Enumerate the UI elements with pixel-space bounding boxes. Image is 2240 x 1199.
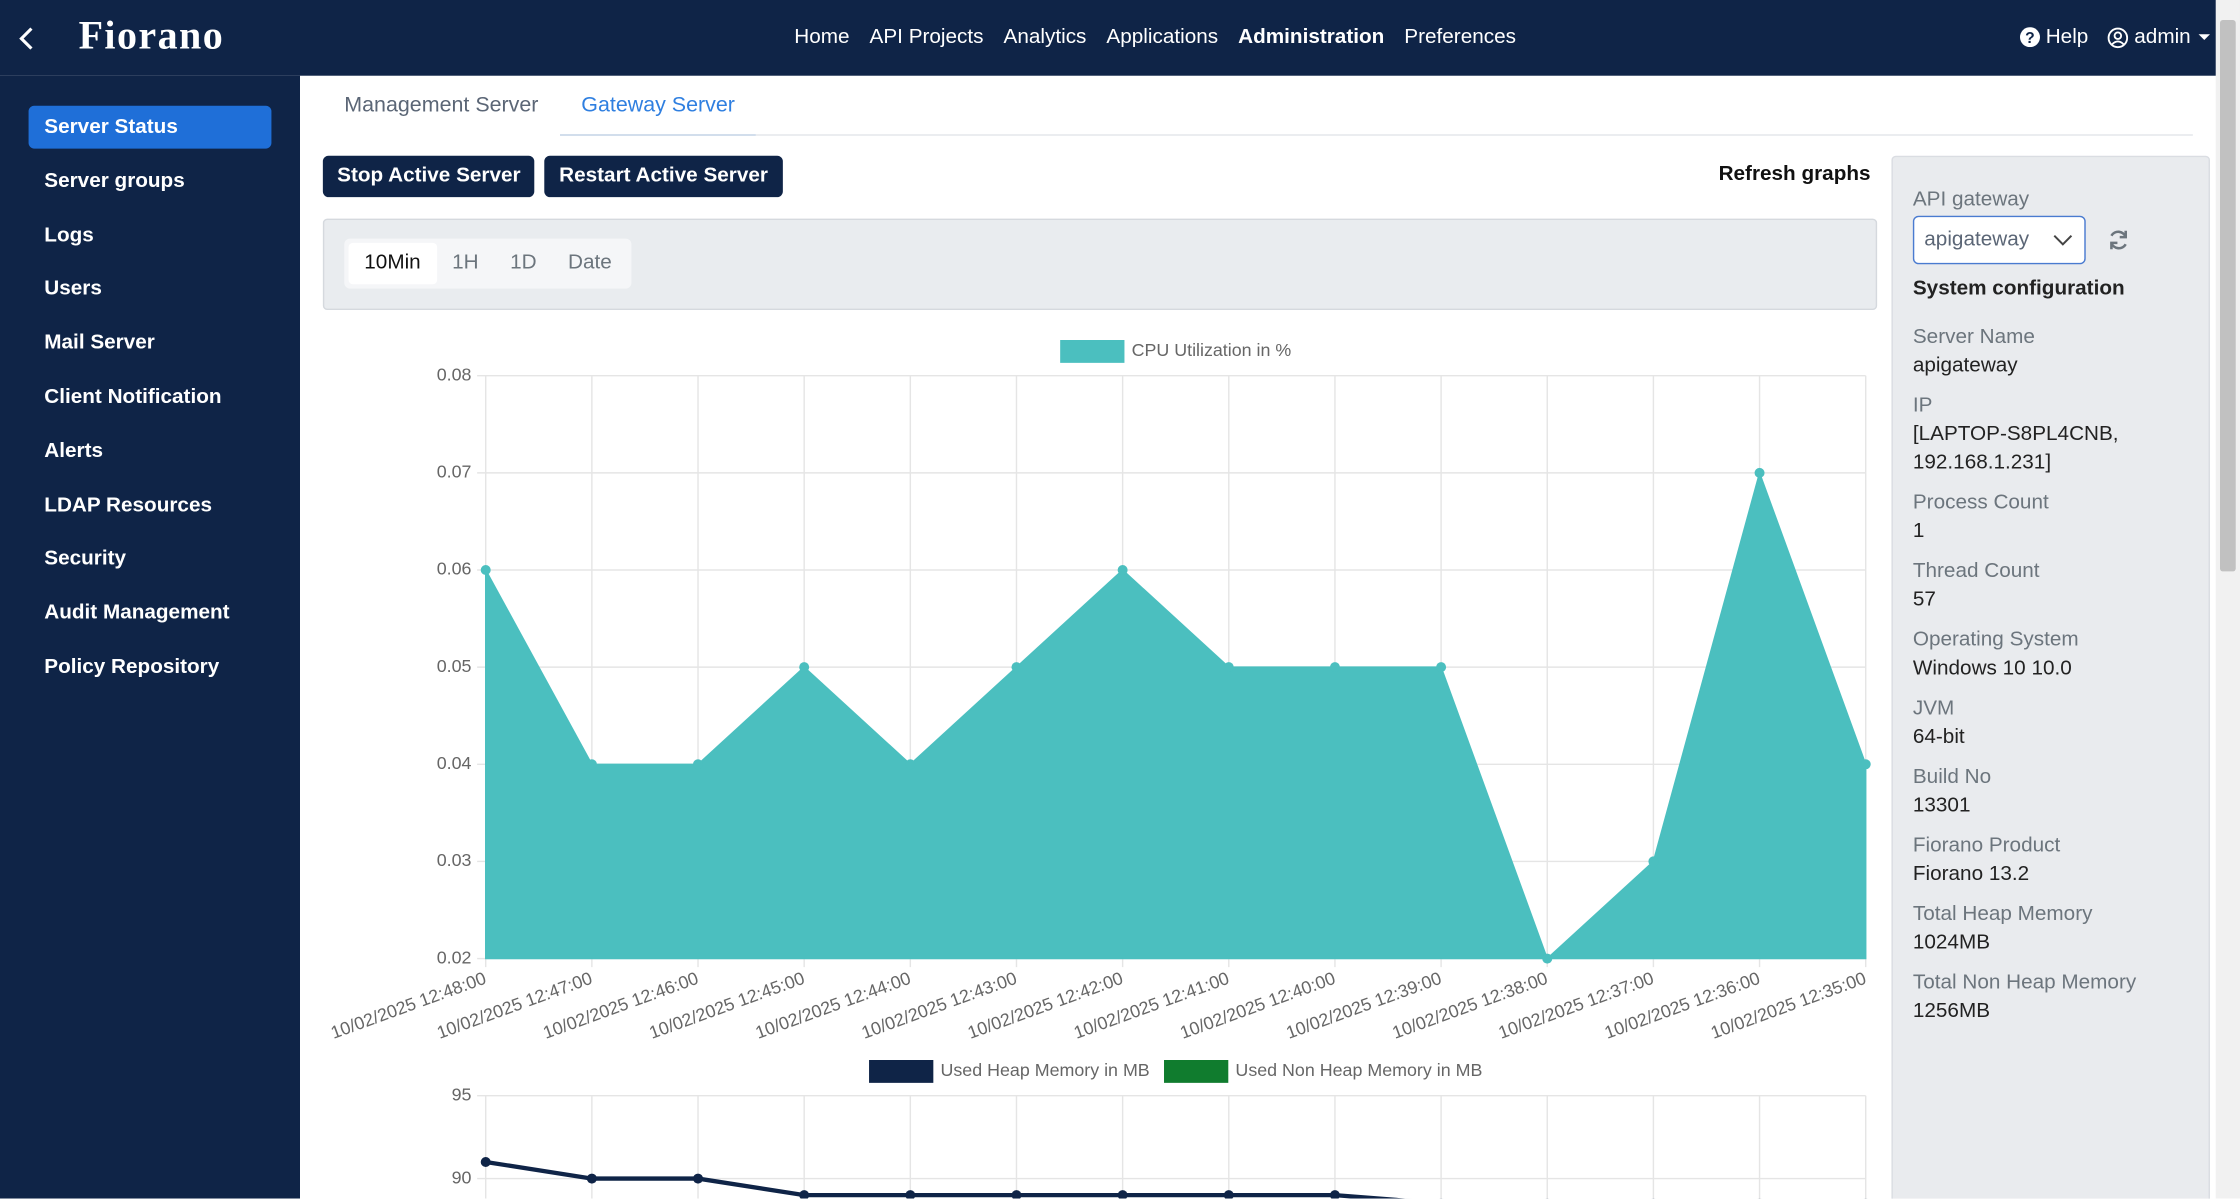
legend-item: Used Heap Memory in MB	[869, 1060, 1150, 1083]
legend-item: CPU Utilization in %	[1060, 340, 1291, 363]
legend-swatch	[869, 1060, 933, 1083]
y-tick-label: 0.04	[437, 753, 472, 773]
point	[1330, 662, 1340, 672]
legend-label: CPU Utilization in %	[1132, 340, 1292, 360]
y-tick-label: 95	[452, 1084, 472, 1104]
point	[1011, 662, 1021, 672]
point	[1861, 759, 1871, 769]
point	[1224, 662, 1234, 672]
config-value: [LAPTOP-S8PL4CNB, 192.168.1.231]	[1913, 420, 2192, 477]
legend-label: Used Non Heap Memory in MB	[1235, 1060, 1482, 1080]
config-label: Process Count	[1913, 489, 2192, 518]
config-label: Build No	[1913, 763, 2192, 792]
config-label: Fiorano Product	[1913, 831, 2192, 860]
config-value: apigateway	[1913, 351, 2192, 380]
point	[481, 1157, 491, 1167]
legend-item: Used Non Heap Memory in MB	[1164, 1060, 1482, 1083]
y-tick-label: 90	[452, 1167, 472, 1187]
point	[1436, 662, 1446, 672]
y-tick-label: 0.02	[437, 947, 472, 967]
point	[587, 1174, 597, 1184]
area	[486, 473, 1866, 959]
point	[1755, 468, 1765, 478]
scrollbar-thumb[interactable]	[2220, 20, 2236, 571]
point	[905, 1190, 915, 1198]
point	[693, 759, 703, 769]
config-label: Operating System	[1913, 626, 2192, 655]
config-label: Server Name	[1913, 323, 2192, 352]
point	[799, 1190, 809, 1198]
select-caret	[2053, 233, 2073, 247]
point	[693, 1174, 703, 1184]
config-label: Thread Count	[1913, 557, 2192, 586]
gateway-selected: apigateway	[1924, 229, 2029, 252]
point	[1011, 1190, 1021, 1198]
config-value: Fiorano 13.2	[1913, 860, 2192, 889]
point	[1224, 1190, 1234, 1198]
point	[481, 565, 491, 575]
legend-label: Used Heap Memory in MB	[940, 1060, 1149, 1080]
legend-swatch	[1060, 340, 1124, 363]
config-value: 64-bit	[1913, 723, 2192, 752]
y-tick-label: 0.08	[437, 364, 472, 384]
config-value: 57	[1913, 586, 2192, 615]
gateway-panel: API gateway apigateway System configurat…	[1891, 156, 2210, 1199]
point	[1648, 856, 1658, 866]
point	[905, 759, 915, 769]
point	[1330, 1190, 1340, 1198]
point	[1118, 1190, 1128, 1198]
point	[799, 662, 809, 672]
gateway-refresh[interactable]	[2107, 229, 2130, 252]
config-value: Windows 10 10.0	[1913, 654, 2192, 683]
y-tick-label: 0.07	[437, 462, 472, 482]
point	[1542, 954, 1552, 964]
gateway-label: API gateway	[1913, 189, 2029, 212]
config-label: JVM	[1913, 694, 2192, 723]
point	[1118, 565, 1128, 575]
config-value: 1256MB	[1913, 997, 2192, 1026]
legend-swatch	[1164, 1060, 1228, 1083]
config-label: IP	[1913, 391, 2192, 420]
config-value: 1	[1913, 517, 2192, 546]
point	[587, 759, 597, 769]
system-configuration-title: System configuration	[1913, 277, 2192, 300]
y-tick-label: 0.05	[437, 656, 472, 676]
line	[486, 1162, 1866, 1199]
config-value: 1024MB	[1913, 929, 2192, 958]
config-label: Total Non Heap Memory	[1913, 969, 2192, 998]
y-tick-label: 0.06	[437, 559, 472, 579]
config-label: Total Heap Memory	[1913, 900, 2192, 929]
y-tick-label: 0.03	[437, 850, 472, 870]
gateway-select[interactable]: apigateway	[1913, 216, 2086, 265]
scrollbar[interactable]	[2216, 0, 2240, 1199]
config-value: 13301	[1913, 791, 2192, 820]
